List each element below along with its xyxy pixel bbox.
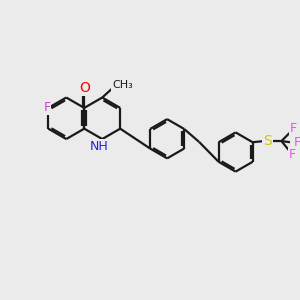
- Text: CH₃: CH₃: [112, 80, 133, 90]
- Text: O: O: [79, 81, 90, 95]
- Text: F: F: [290, 122, 297, 135]
- Text: F: F: [289, 148, 296, 161]
- Text: NH: NH: [90, 140, 109, 153]
- Text: F: F: [43, 101, 50, 114]
- Text: S: S: [263, 134, 272, 148]
- Text: F: F: [294, 136, 300, 149]
